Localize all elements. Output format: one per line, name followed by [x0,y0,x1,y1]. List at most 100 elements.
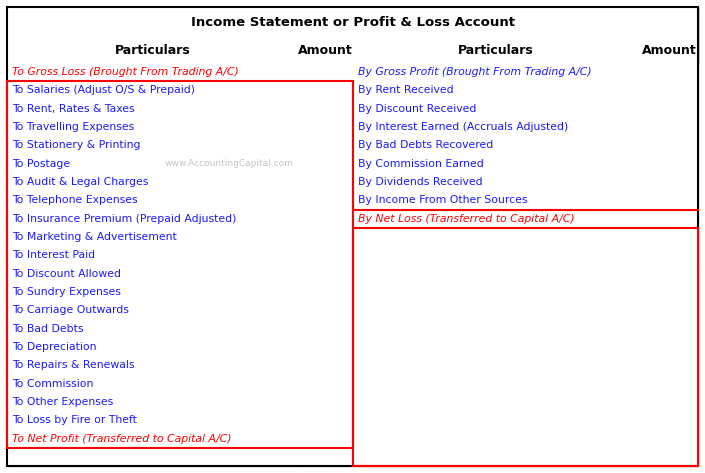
Bar [299,429,352,447]
Text: By Commission Earned: By Commission Earned [357,159,483,169]
Text: Amount: Amount [298,44,353,56]
Bar [7,447,299,466]
Bar [640,228,698,246]
Text: By Rent Received: By Rent Received [357,86,453,96]
Bar [299,173,352,191]
Text: To Commission: To Commission [12,378,93,388]
Bar [640,173,698,191]
Text: To Postage: To Postage [12,159,70,169]
Bar [299,338,352,356]
Bar [640,81,698,100]
Bar [7,118,299,136]
Bar [352,210,640,228]
Text: To Bad Debts: To Bad Debts [12,324,83,333]
Bar [7,246,299,264]
Bar [352,81,640,100]
Text: To Loss by Fire or Theft: To Loss by Fire or Theft [12,415,137,425]
Bar [352,63,640,81]
Text: By Income From Other Sources: By Income From Other Sources [357,195,527,205]
Text: By Interest Earned (Accruals Adjusted): By Interest Earned (Accruals Adjusted) [357,122,568,132]
Bar [640,63,698,81]
Bar [352,191,640,210]
Bar [352,393,640,411]
Bar [352,118,640,136]
Bar [299,228,352,246]
Bar [7,393,299,411]
Bar [352,228,698,466]
Bar [640,246,698,264]
Bar [640,191,698,210]
Text: To Discount Allowed: To Discount Allowed [12,269,121,279]
Text: To Gross Loss (Brought From Trading A/C): To Gross Loss (Brought From Trading A/C) [12,67,239,77]
Bar [299,191,352,210]
Bar [7,210,299,228]
Bar [299,100,352,118]
Bar [7,338,299,356]
Bar [640,283,698,301]
Text: Particulars: Particulars [458,44,534,56]
Bar [640,301,698,319]
Text: To Audit & Legal Charges: To Audit & Legal Charges [12,177,148,187]
Bar [640,429,698,447]
Bar [7,155,299,173]
Bar [299,375,352,393]
Text: Amount: Amount [642,44,697,56]
Text: Particulars: Particulars [115,44,190,56]
Text: Income Statement or Profit & Loss Account: Income Statement or Profit & Loss Accoun… [190,16,515,28]
Bar [640,375,698,393]
Bar [7,301,299,319]
Bar [299,319,352,338]
Bar [299,447,352,466]
Bar [299,63,352,81]
Bar [640,155,698,173]
Bar [7,37,299,63]
Bar [7,264,299,283]
Bar [7,63,299,81]
Bar [352,264,640,283]
Bar [640,338,698,356]
Bar [352,447,640,466]
Bar [299,264,352,283]
Bar [7,100,299,118]
Bar [7,136,299,155]
Text: To Marketing & Advertisement: To Marketing & Advertisement [12,232,177,242]
Text: To Telephone Expenses: To Telephone Expenses [12,195,137,205]
Text: By Net Loss (Transferred to Capital A/C): By Net Loss (Transferred to Capital A/C) [357,214,574,224]
Bar [640,319,698,338]
Bar [640,264,698,283]
Text: To Travelling Expenses: To Travelling Expenses [12,122,134,132]
Bar [7,429,299,447]
Bar [640,118,698,136]
Bar [352,228,640,246]
Bar [7,7,698,37]
Bar [352,338,640,356]
Text: To Depreciation: To Depreciation [12,342,97,352]
Bar [640,210,698,228]
Bar [299,118,352,136]
Text: To Rent, Rates & Taxes: To Rent, Rates & Taxes [12,104,135,114]
Text: By Gross Profit (Brought From Trading A/C): By Gross Profit (Brought From Trading A/… [357,67,591,77]
Text: To Stationery & Printing: To Stationery & Printing [12,140,140,150]
Bar [299,246,352,264]
Bar [299,155,352,173]
Bar [352,319,640,338]
Bar [7,191,299,210]
Bar [299,356,352,375]
Text: To Salaries (Adjust O/S & Prepaid): To Salaries (Adjust O/S & Prepaid) [12,86,195,96]
Bar [640,411,698,429]
Bar [7,81,299,100]
Bar [352,411,640,429]
Bar [352,155,640,173]
Bar [352,173,640,191]
Text: To Net Profit (Transferred to Capital A/C): To Net Profit (Transferred to Capital A/… [12,434,231,444]
Text: www.AccountingCapital.com: www.AccountingCapital.com [165,159,293,168]
Bar [299,411,352,429]
Text: To Interest Paid: To Interest Paid [12,250,95,260]
Text: To Sundry Expenses: To Sundry Expenses [12,287,121,297]
Bar [352,301,640,319]
Bar [299,136,352,155]
Bar [640,356,698,375]
Bar [7,283,299,301]
Bar [299,301,352,319]
Bar [640,136,698,155]
